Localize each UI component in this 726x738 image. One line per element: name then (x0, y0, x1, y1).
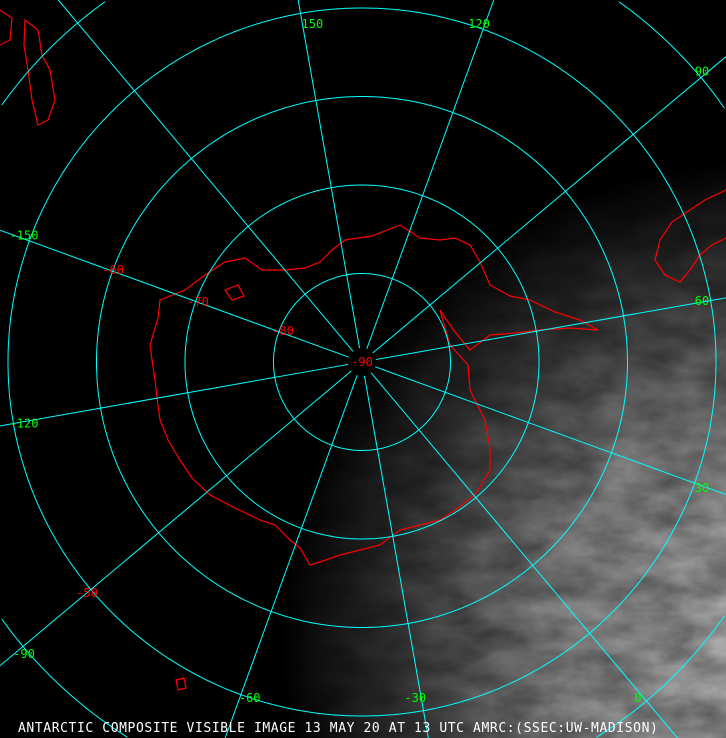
latitude-label: -60 (102, 263, 124, 277)
meridian-line (375, 297, 726, 361)
parallel-circle (273, 273, 451, 451)
meridian-line (57, 0, 354, 352)
meridian-line (374, 366, 726, 495)
parallel-circle (184, 184, 540, 540)
longitude-label: 90 (695, 65, 709, 79)
latitude-label: -50 (76, 586, 98, 600)
longitude-label: 120 (468, 17, 490, 31)
longitude-label: -30 (404, 691, 426, 705)
meridian-line (0, 229, 350, 358)
longitude-label: 60 (695, 294, 709, 308)
longitude-label: -60 (239, 691, 261, 705)
longitude-label: -120 (10, 416, 39, 430)
meridian-line (224, 374, 358, 738)
coastlines (0, 9, 726, 691)
antarctica-coastline (149, 224, 599, 566)
meridian-line (370, 372, 678, 738)
latitude-label: -70 (187, 295, 209, 309)
longitude-label: 150 (302, 17, 324, 31)
latitude-label: -90 (351, 355, 373, 369)
island-coastline (224, 284, 245, 301)
image-caption: ANTARCTIC COMPOSITE VISIBLE IMAGE 13 MAY… (18, 721, 659, 736)
meridian-line (363, 375, 429, 738)
longitude-label: 30 (695, 481, 709, 495)
new-zealand-coastline (0, 9, 56, 126)
parallel-circle (7, 7, 717, 717)
meridian-line (372, 56, 726, 354)
longitude-label: -150 (10, 228, 39, 242)
meridian-line (0, 363, 349, 427)
meridian-line (297, 0, 361, 349)
meridian-line (366, 0, 495, 350)
longitude-label: -90 (13, 647, 35, 661)
meridian-line (0, 370, 352, 667)
island-coastline (175, 677, 187, 691)
parallel-circle (96, 96, 628, 628)
latitude-label: -80 (272, 324, 294, 338)
south-america-coastline (654, 189, 726, 283)
grid-labels: 150 120 90 60 30 0 -30 -60 -90 -120 -150 -90 -80 -70 -… (10, 17, 710, 705)
longitude-label: 0 (634, 691, 641, 705)
